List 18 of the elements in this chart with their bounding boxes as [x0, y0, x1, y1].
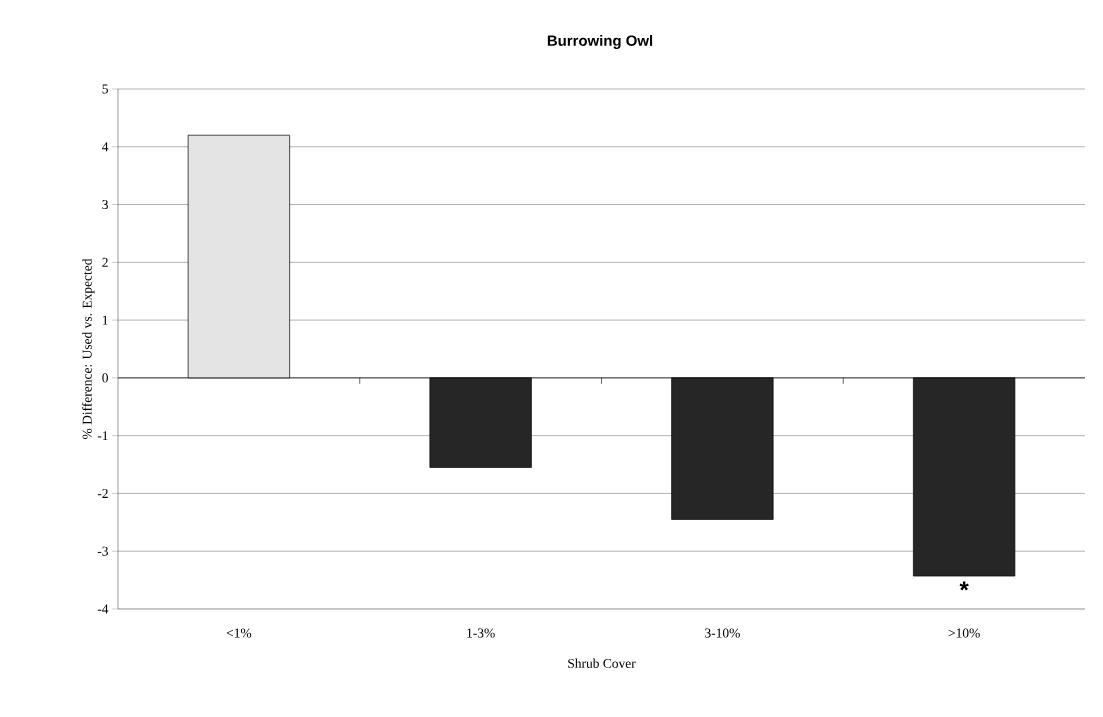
annotation: *	[959, 581, 969, 591]
x-tick-label: >10%	[948, 628, 980, 638]
y-axis-title: % Difference: Used vs. Expected	[82, 258, 95, 439]
y-tick-label: 5	[102, 84, 108, 94]
chart-title: Burrowing Owl	[547, 34, 653, 49]
y-tick-label: -2	[97, 488, 108, 498]
x-axis-title: Shrub Cover	[568, 658, 636, 668]
y-tick-label: -1	[97, 431, 108, 441]
y-tick-label: -3	[97, 546, 108, 556]
y-tick-label: 2	[102, 257, 108, 267]
y-tick-label: 3	[102, 200, 108, 210]
x-tick-label: <1%	[226, 628, 252, 638]
x-tick-label: 1-3%	[467, 628, 495, 638]
y-tick-label: 1	[102, 315, 108, 325]
y-tick-label: 0	[102, 373, 108, 383]
x-tick-label: 3-10%	[705, 628, 740, 638]
y-tick-label: -4	[97, 604, 109, 614]
y-tick-label: 4	[102, 142, 109, 152]
